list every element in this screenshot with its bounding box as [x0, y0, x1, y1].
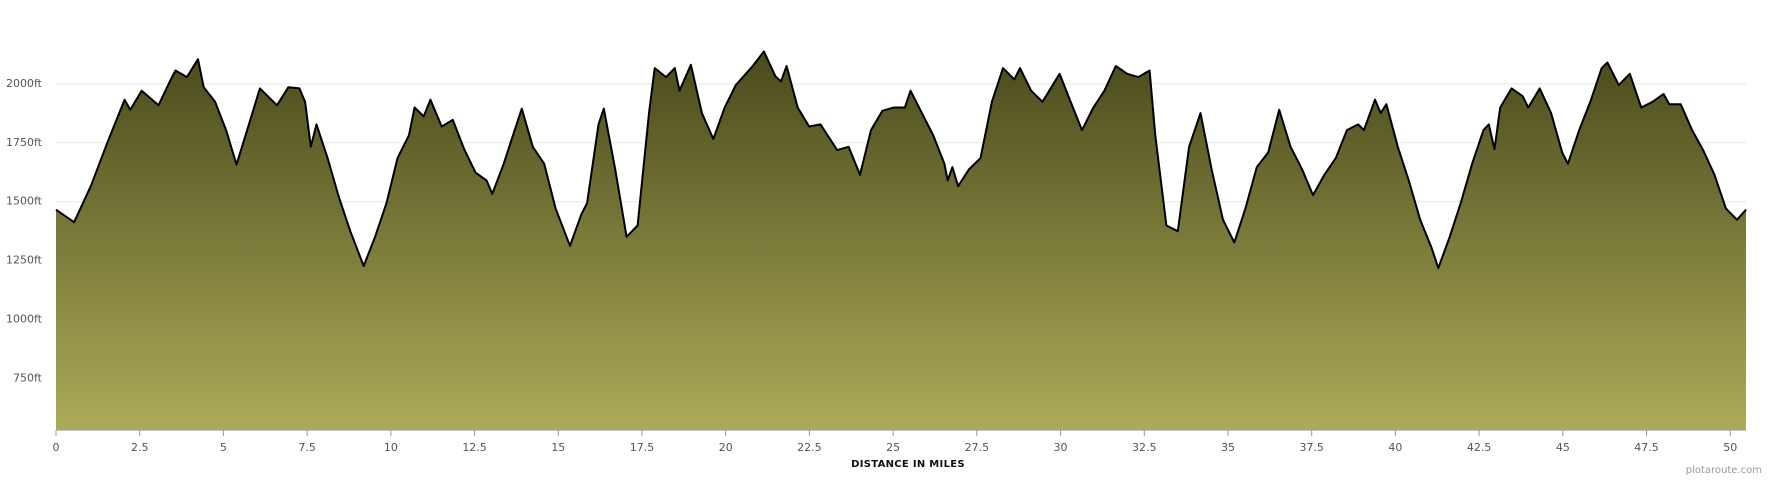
x-tick-label: 17.5 — [630, 441, 655, 454]
x-tick-label: 5 — [220, 441, 227, 454]
axes: 750ft 1000ft 1250ft 1500ft 1750ft 2000ft 0 2.5 5… — [6, 77, 1746, 454]
x-tick-label: 15 — [551, 441, 565, 454]
y-tick-label: 1000ft — [6, 313, 43, 326]
y-tick-label: 1250ft — [6, 254, 43, 267]
x-tick-label: 50 — [1723, 441, 1737, 454]
y-tick-label: 750ft — [13, 371, 43, 384]
x-tick-label: 32.5 — [1132, 441, 1157, 454]
x-tick-label: 27.5 — [965, 441, 990, 454]
elevation-line — [55, 50, 1747, 270]
x-tick-label: 0 — [53, 441, 60, 454]
elevation-area — [56, 51, 1746, 431]
x-tick-label: 7.5 — [298, 441, 316, 454]
area-layer — [55, 50, 1747, 431]
x-tick-label: 40 — [1388, 441, 1402, 454]
x-tick-label: 2.5 — [131, 441, 149, 454]
x-tick-label: 22.5 — [797, 441, 822, 454]
y-tick-label: 2000ft — [6, 77, 43, 90]
x-tick-label: 20 — [719, 441, 733, 454]
credit: plotaroute.com — [1686, 465, 1762, 476]
x-tick-label: 10 — [384, 441, 398, 454]
x-tick-label: 42.5 — [1467, 441, 1492, 454]
x-tick-label: 35 — [1221, 441, 1235, 454]
x-axis-title: DISTANCE IN MILES — [851, 459, 965, 470]
x-tick-label: 12.5 — [462, 441, 487, 454]
y-tick-label: 1500ft — [6, 195, 43, 208]
y-tick-label: 1750ft — [6, 136, 43, 149]
x-tick-label: 37.5 — [1299, 441, 1324, 454]
x-tick-label: 47.5 — [1634, 441, 1659, 454]
x-tick-label: 45 — [1556, 441, 1570, 454]
x-tick-label: 30 — [1054, 441, 1068, 454]
x-tick-label: 25 — [886, 441, 900, 454]
